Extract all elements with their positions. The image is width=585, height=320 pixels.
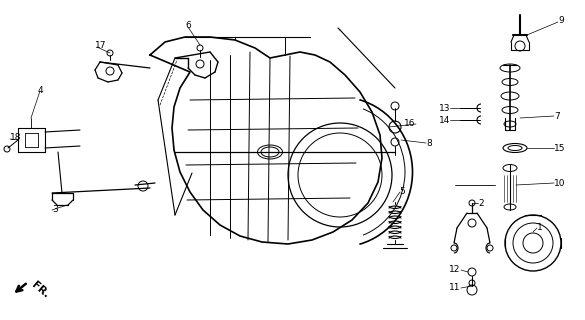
Text: 12: 12 (449, 266, 460, 275)
Text: 11: 11 (449, 284, 460, 292)
Text: FR.: FR. (30, 280, 51, 300)
Text: 7: 7 (554, 111, 560, 121)
Text: 5: 5 (399, 188, 405, 196)
Text: 15: 15 (554, 143, 566, 153)
Text: 16: 16 (404, 118, 415, 127)
Text: 2: 2 (478, 198, 484, 207)
Text: 4: 4 (38, 85, 44, 94)
Text: 3: 3 (52, 205, 58, 214)
Text: 14: 14 (439, 116, 450, 124)
Text: 1: 1 (537, 223, 543, 233)
Text: 6: 6 (185, 20, 191, 29)
Text: 8: 8 (426, 139, 432, 148)
Text: 13: 13 (439, 103, 450, 113)
Text: 18: 18 (10, 132, 22, 141)
Text: 9: 9 (558, 15, 564, 25)
Text: 10: 10 (554, 179, 566, 188)
Text: 17: 17 (95, 41, 106, 50)
